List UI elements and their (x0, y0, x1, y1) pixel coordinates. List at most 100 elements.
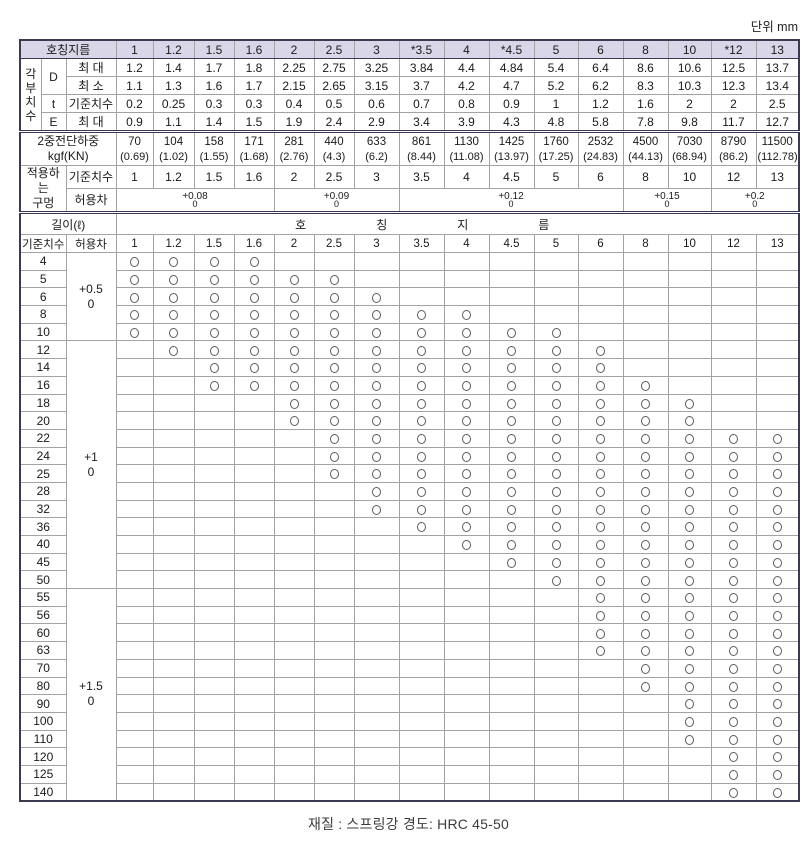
dimension-value-cell: 2.75 (313, 58, 355, 77)
availability-cell (313, 287, 355, 307)
availability-cell (193, 623, 235, 643)
grid-column-header-cell: 5 (533, 234, 579, 253)
availability-circle-icon (329, 345, 339, 356)
availability-cell (667, 641, 712, 660)
availability-cell (710, 641, 757, 660)
availability-circle-icon (772, 610, 782, 621)
availability-circle-icon (729, 787, 738, 798)
availability-cell (313, 322, 355, 342)
availability-cell (755, 375, 800, 395)
availability-cell (710, 552, 757, 572)
availability-cell (710, 340, 757, 360)
availability-cell (313, 570, 355, 590)
availability-circle-icon (289, 292, 299, 303)
material-caption: 재질 : 스프링강 경도: HRC 45-50 (307, 815, 509, 832)
dimension-value-cell: 0.6 (353, 94, 400, 113)
availability-circle-icon (289, 380, 299, 391)
availability-cell (152, 358, 195, 377)
availability-cell (755, 570, 800, 590)
availability-cell (755, 747, 800, 766)
availability-cell (353, 694, 400, 713)
availability-circle-icon (462, 327, 471, 338)
availability-cell (115, 499, 154, 519)
availability-cell (488, 641, 535, 660)
availability-cell (710, 658, 757, 678)
availability-cell (273, 269, 315, 289)
availability-circle-icon (772, 681, 782, 692)
availability-circle-icon (685, 504, 694, 515)
shear-load-value-cell: 70 (0.69) (115, 130, 154, 166)
availability-cell (353, 269, 400, 289)
availability-circle-icon (551, 380, 561, 391)
spec-table-container: 호칭지름 1 1.2 1.5 1.6 2 2.5 3 *3.5 4 *4.5 5 6 8 10 *12 13 각부… (0, 39, 805, 802)
availability-cell (233, 676, 275, 696)
availability-cell (488, 764, 535, 784)
availability-cell (533, 287, 579, 307)
dimension-kind-label: 기준치수 (65, 94, 117, 113)
availability-cell (443, 605, 490, 625)
availability-circle-icon (249, 345, 259, 356)
dimension-value-cell: 1.5 (233, 112, 275, 132)
availability-circle-icon (417, 469, 426, 480)
availability-cell (115, 764, 154, 784)
availability-circle-icon (551, 504, 561, 515)
availability-circle-icon (772, 787, 782, 798)
availability-cell (443, 481, 490, 501)
availability-circle-icon (641, 628, 650, 639)
dimension-value-cell: 13.7 (755, 58, 800, 77)
availability-cell (577, 658, 624, 678)
availability-cell (313, 623, 355, 643)
availability-cell (667, 393, 712, 413)
availability-cell (710, 605, 757, 625)
availability-cell (533, 782, 579, 802)
availability-cell (152, 411, 195, 430)
availability-cell (667, 305, 712, 324)
hole-tolerance-cell: +0.12 0 (398, 187, 624, 214)
availability-circle-icon (169, 310, 178, 321)
availability-circle-icon (596, 434, 605, 445)
availability-cell (443, 305, 490, 324)
availability-cell (193, 446, 235, 466)
availability-cell (193, 711, 235, 731)
availability-circle-icon (329, 380, 339, 391)
diameter-header-cell: 1.2 (152, 39, 195, 59)
diameter-header-cell: 4 (443, 39, 490, 59)
availability-cell (667, 623, 712, 643)
availability-circle-icon (641, 593, 650, 604)
availability-cell (115, 428, 154, 448)
availability-cell (115, 446, 154, 466)
availability-cell (115, 252, 154, 271)
dimension-value-cell: 1 (533, 94, 579, 113)
availability-cell (313, 764, 355, 784)
availability-cell (313, 481, 355, 501)
availability-cell (755, 269, 800, 289)
availability-cell (443, 446, 490, 466)
availability-circle-icon (372, 487, 381, 498)
availability-cell (233, 358, 275, 377)
hole-basic-value-cell: 12 (710, 165, 757, 189)
hole-basic-value-cell: 3.5 (398, 165, 445, 189)
dimension-value-cell: 3.25 (353, 58, 400, 77)
availability-circle-icon (417, 310, 426, 321)
availability-cell (353, 375, 400, 395)
availability-cell (667, 747, 712, 766)
availability-cell (193, 764, 235, 784)
availability-cell (233, 411, 275, 430)
availability-cell (667, 340, 712, 360)
hole-tolerance-cell: +0.08 0 (115, 187, 275, 214)
availability-cell (233, 393, 275, 413)
availability-cell (193, 322, 235, 342)
availability-cell (533, 375, 579, 395)
availability-cell (710, 446, 757, 466)
availability-circle-icon (641, 380, 650, 391)
availability-cell (443, 517, 490, 536)
availability-circle-icon (551, 363, 561, 374)
dimension-value-cell: 12.7 (755, 112, 800, 132)
length-value-cell: 125 (19, 764, 67, 784)
availability-cell (273, 287, 315, 307)
availability-circle-icon (685, 663, 694, 674)
availability-cell (443, 269, 490, 289)
availability-circle-icon (507, 469, 516, 480)
grid-column-header-cell: 12 (710, 234, 757, 253)
availability-circle-icon (596, 646, 605, 657)
